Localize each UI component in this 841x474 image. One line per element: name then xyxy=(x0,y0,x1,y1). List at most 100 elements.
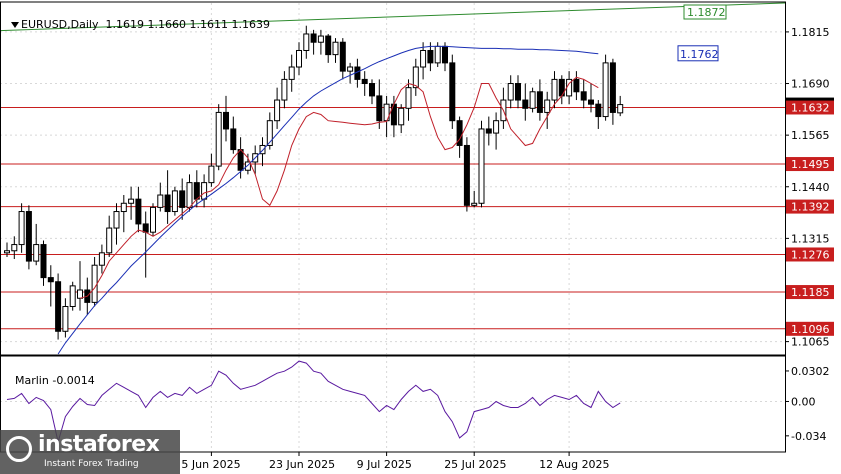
candle-body xyxy=(420,49,427,68)
candle-body xyxy=(25,211,32,262)
candle-body xyxy=(120,202,127,213)
candle-body xyxy=(135,198,142,225)
candle-body xyxy=(588,99,594,105)
oscillator-tick-label: 0.00 xyxy=(791,395,816,408)
time-tick-label: 9 Jul 2025 xyxy=(357,458,412,471)
candle-body xyxy=(434,45,441,64)
level-tag-label: 1.1495 xyxy=(791,158,830,171)
candle-body xyxy=(332,41,339,56)
candle-body xyxy=(398,107,405,126)
ma-blue-line xyxy=(57,45,599,355)
candles xyxy=(4,25,624,340)
candle-body xyxy=(4,250,10,254)
candle-body xyxy=(456,120,463,146)
chart-header-icon xyxy=(11,22,19,28)
candle-body xyxy=(412,66,419,89)
candle-body xyxy=(157,194,164,208)
candle-body xyxy=(609,62,616,113)
chart-frame xyxy=(0,1,786,453)
horizontal-levels xyxy=(0,106,785,330)
candle-body xyxy=(179,190,186,208)
level-tag xyxy=(786,321,834,336)
indicator-name: Marlin xyxy=(15,374,49,387)
candle-body xyxy=(369,83,375,97)
candle-body xyxy=(507,83,514,101)
candle-body xyxy=(296,49,302,68)
level-tag-label: 1.1185 xyxy=(791,286,830,299)
oscillator-tick-label: 0.0302 xyxy=(791,365,830,378)
moving-averages xyxy=(57,45,599,355)
candle-body xyxy=(449,62,456,122)
candle-body xyxy=(361,78,368,85)
trendline-line xyxy=(0,2,786,32)
candle-body xyxy=(471,202,478,206)
candle-body xyxy=(208,165,215,184)
open-value: 1.1619 xyxy=(105,18,144,31)
candle-body xyxy=(266,120,273,146)
candle-body xyxy=(106,227,113,254)
candle-body xyxy=(478,128,485,204)
candle-body xyxy=(602,62,609,118)
level-tag-label: 1.1632 xyxy=(791,101,830,114)
indicator-value: -0.0014 xyxy=(52,374,95,387)
candle-body xyxy=(536,91,543,113)
candle-body xyxy=(529,91,536,109)
chart-header: EURUSD,Daily 1.1619 1.1660 1.1611 1.1639 xyxy=(4,5,270,31)
level-tag-label: 1.1392 xyxy=(791,201,830,214)
time-tick-label: 12 Aug 2025 xyxy=(539,458,609,471)
time-tick-label: 5 Jun 2025 xyxy=(181,458,240,471)
candle-body xyxy=(11,244,18,252)
candle-body xyxy=(223,111,229,130)
candle-body xyxy=(186,182,193,208)
level-tag xyxy=(786,247,834,262)
candle-body xyxy=(573,78,580,93)
symbol-label: EURUSD,Daily xyxy=(21,18,99,31)
price-tick-label: 1.1065 xyxy=(791,336,830,349)
trendline xyxy=(0,2,786,32)
candle-body xyxy=(40,244,47,279)
candle-body xyxy=(551,78,558,101)
watermark-logo: instaforex Instant Forex Trading xyxy=(0,430,180,474)
level-tag xyxy=(786,199,834,214)
candle-body xyxy=(98,252,105,266)
candle-body xyxy=(580,91,587,101)
candle-body xyxy=(544,99,551,113)
indicator-header: Marlin -0.0014 xyxy=(8,361,95,387)
time-axis: 5 Jun 2025 23 Jun 2025 9 Jul 2025 25 Jul 20… xyxy=(181,452,610,471)
candle-body xyxy=(142,223,149,233)
candle-body xyxy=(215,111,222,167)
trendline-tag xyxy=(683,4,727,20)
candle-body xyxy=(113,211,120,229)
candle-body xyxy=(339,41,346,72)
close-value: 1.1639 xyxy=(231,18,270,31)
candle-body xyxy=(193,182,200,200)
candle-body xyxy=(617,104,624,114)
candle-body xyxy=(515,83,521,101)
time-tick-label: 25 Jul 2025 xyxy=(444,458,506,471)
candle-body xyxy=(150,206,156,233)
candle-body xyxy=(230,128,237,151)
candle-body xyxy=(244,161,251,171)
current-price-marker xyxy=(786,97,834,101)
candle-body xyxy=(274,99,281,122)
ma-blue-tag xyxy=(677,45,719,62)
oscillator xyxy=(6,360,621,443)
trendline-tag-label: 1.1872 xyxy=(687,6,726,19)
price-tick-label: 1.1565 xyxy=(791,129,830,142)
level-tag-label: 1.1096 xyxy=(791,323,830,336)
candle-body xyxy=(376,95,383,122)
instaforex-logo-icon xyxy=(6,436,32,462)
candle-body xyxy=(347,66,354,72)
candle-body xyxy=(55,281,62,332)
oscillator-tick-label: -0.034 xyxy=(791,430,826,443)
level-tag xyxy=(786,100,834,115)
candle-body xyxy=(259,144,266,155)
candle-body xyxy=(595,103,602,118)
candle-body xyxy=(405,87,412,109)
oscillator-line xyxy=(6,360,621,443)
candle-body xyxy=(281,78,288,101)
candle-body xyxy=(33,244,40,262)
candle-body xyxy=(303,33,310,51)
price-tick-label: 1.1690 xyxy=(791,78,830,91)
